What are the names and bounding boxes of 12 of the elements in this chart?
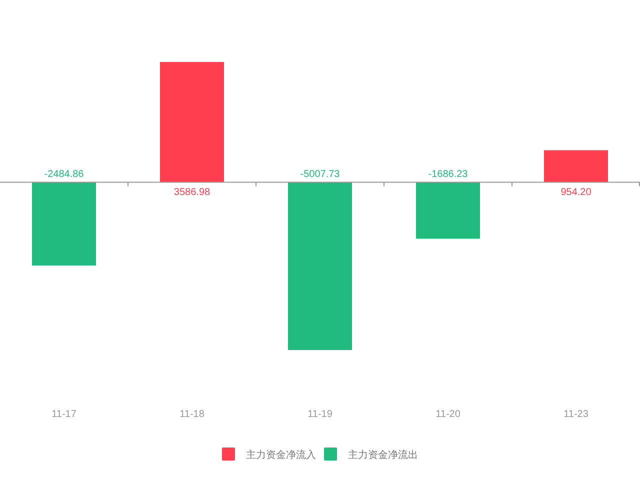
- data-label: 954.20: [560, 187, 592, 198]
- x-tick-label: 11-23: [564, 409, 589, 420]
- x-tick-label: 11-20: [436, 409, 461, 420]
- x-tick-label: 11-18: [180, 409, 205, 420]
- legend-label: 主力资金净流出: [348, 449, 418, 461]
- data-label: -2484.86: [44, 169, 84, 180]
- legend-label: 主力资金净流入: [246, 449, 316, 461]
- x-tick-label: 11-19: [308, 409, 333, 420]
- data-label: -1686.23: [428, 169, 468, 180]
- data-label: 3586.98: [174, 187, 211, 198]
- data-label: -5007.73: [300, 169, 340, 180]
- x-tick-label: 11-17: [52, 409, 77, 420]
